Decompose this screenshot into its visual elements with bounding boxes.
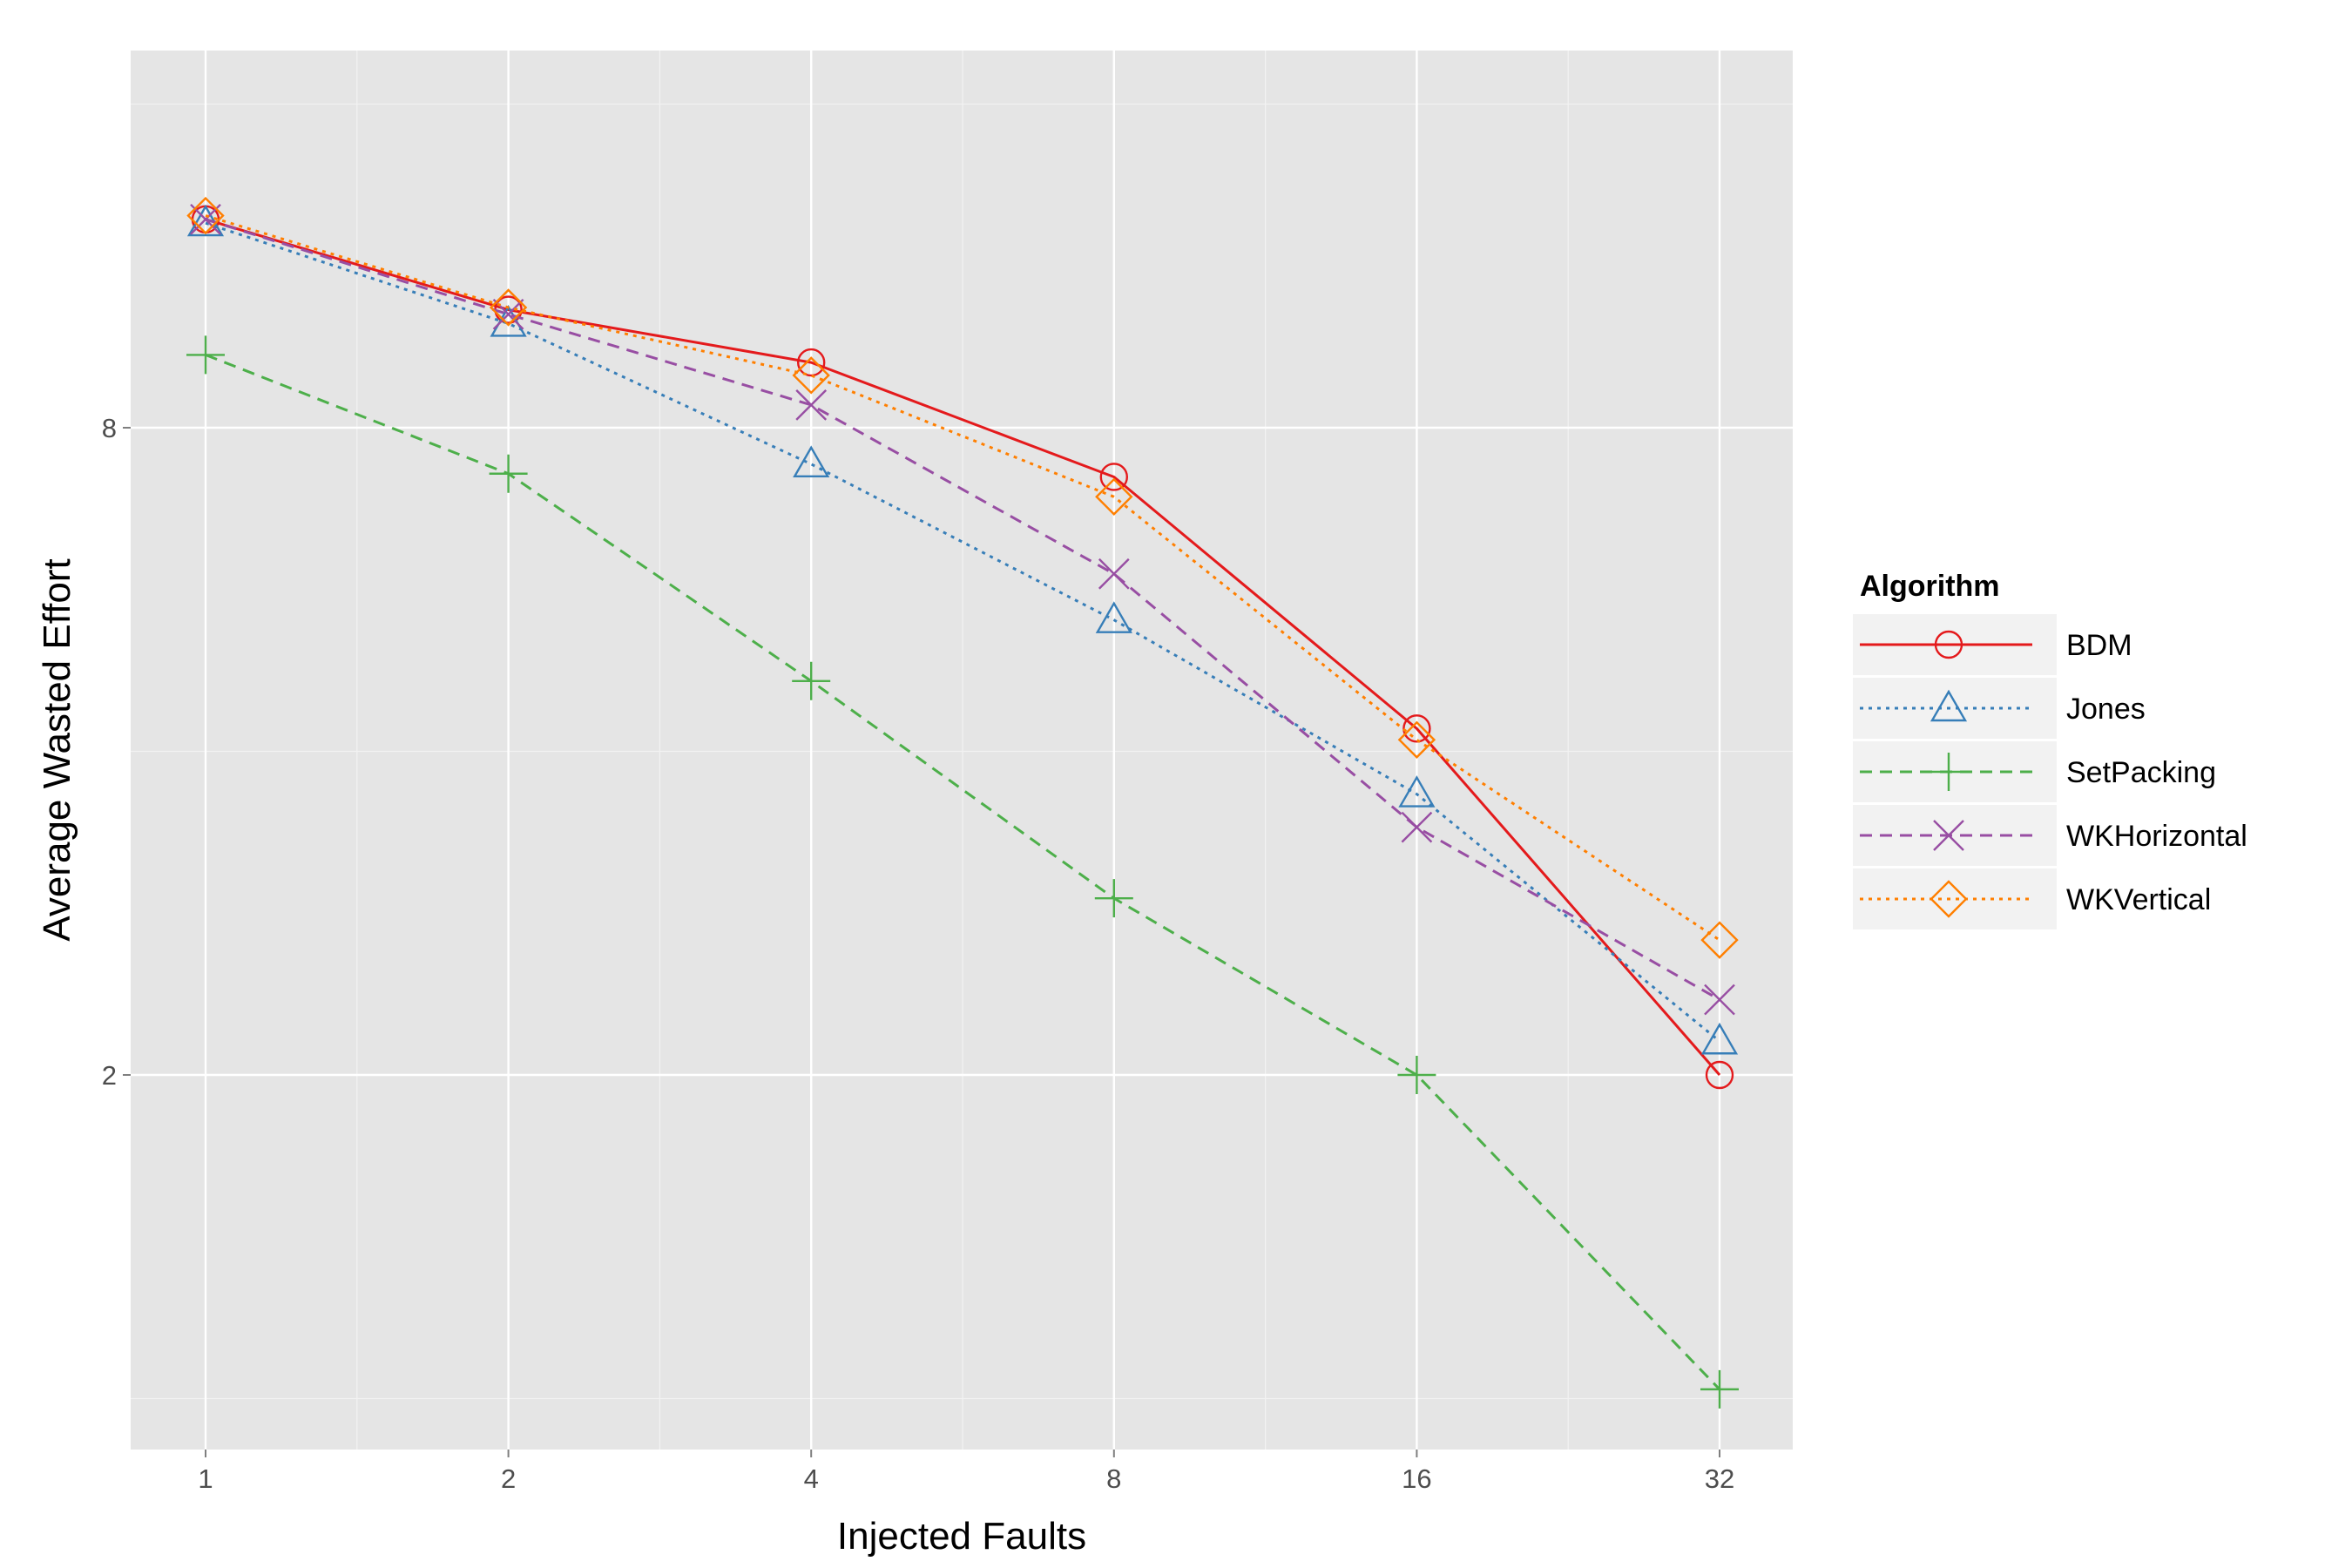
legend-title: Algorithm (1860, 570, 2000, 603)
legend-label: SetPacking (2066, 756, 2216, 789)
legend-items: BDM Jones SetPacking WKHorizontal WKVertical (1853, 614, 2247, 929)
data-point-wkvertical (1700, 921, 1739, 959)
y-axis: 28 (102, 413, 131, 1091)
legend-key-marker-jones (1930, 689, 1968, 722)
x-axis-title: Injected Faults (837, 1515, 1086, 1558)
data-point-wkhorizontal (1098, 558, 1130, 590)
data-point-jones (1398, 775, 1436, 808)
data-point-bdm (1402, 714, 1431, 743)
x-tick-label: 32 (1705, 1463, 1734, 1494)
series-line-wkhorizontal (205, 218, 1720, 1001)
plot-panel (131, 51, 1793, 1450)
data-point-wkhorizontal (1704, 983, 1735, 1016)
legend-label: WKHorizontal (2066, 820, 2247, 853)
y-tick-label: 2 (102, 1060, 117, 1091)
legend-key-marker-setpacking (1930, 753, 1968, 791)
x-tick-label: 1 (198, 1463, 213, 1494)
data-point-bdm (1705, 1060, 1734, 1090)
data-point-bdm (797, 348, 826, 377)
series-line-bdm (205, 218, 1721, 1076)
data-point-jones (1700, 1022, 1739, 1055)
series-line-setpacking (205, 354, 1721, 1390)
x-tick-label: 2 (501, 1463, 516, 1494)
legend-item-bdm: BDM (1853, 614, 2132, 675)
legend-key-marker-wkvertical (1930, 880, 1968, 918)
data-point-wkhorizontal (1401, 811, 1433, 843)
data-point-bdm (1099, 463, 1129, 491)
legend-item-wkhorizontal: WKHorizontal (1853, 805, 2247, 866)
legend-label: Jones (2066, 693, 2146, 726)
data-point-setpacking (489, 454, 528, 493)
data-point-wkvertical (489, 288, 528, 327)
data-point-setpacking (1397, 1056, 1436, 1094)
y-axis-title: Average Wasted Effort (36, 558, 78, 941)
legend-key-marker-bdm (1934, 630, 1963, 659)
x-tick-label: 8 (1106, 1463, 1121, 1494)
data-point-jones (1095, 601, 1132, 633)
legend-item-setpacking: SetPacking (1853, 741, 2216, 802)
grid-major (131, 51, 1793, 1450)
legend-item-wkvertical: WKVertical (1853, 868, 2211, 929)
series-layer (186, 196, 1739, 1409)
legend-label: WKVertical (2066, 883, 2211, 916)
x-tick-label: 16 (1402, 1463, 1431, 1494)
data-point-jones (793, 445, 830, 477)
data-point-wkvertical (1095, 477, 1133, 516)
x-axis: 1 2 4 8 16 32 (198, 1450, 1734, 1494)
data-point-wkvertical (186, 196, 225, 235)
x-tick-label: 4 (804, 1463, 819, 1494)
series-wkvertical (186, 196, 1739, 959)
data-point-wkhorizontal (795, 389, 828, 421)
data-point-setpacking (792, 661, 831, 700)
data-point-setpacking (1094, 879, 1133, 918)
data-point-setpacking (1700, 1369, 1739, 1409)
legend: Algorithm BDM Jones SetPacking WKHorizontal… (1853, 570, 2247, 929)
legend-item-jones: Jones (1853, 678, 2146, 739)
y-tick-label: 8 (102, 413, 117, 443)
legend-label: BDM (2066, 629, 2132, 662)
series-setpacking (186, 335, 1739, 1409)
data-point-wkvertical (1397, 720, 1436, 759)
legend-key-marker-wkhorizontal (1933, 820, 1964, 851)
data-point-setpacking (186, 335, 225, 375)
grid-minor (131, 51, 1793, 1450)
series-line-wkvertical (205, 214, 1720, 942)
data-point-wkvertical (792, 356, 830, 395)
